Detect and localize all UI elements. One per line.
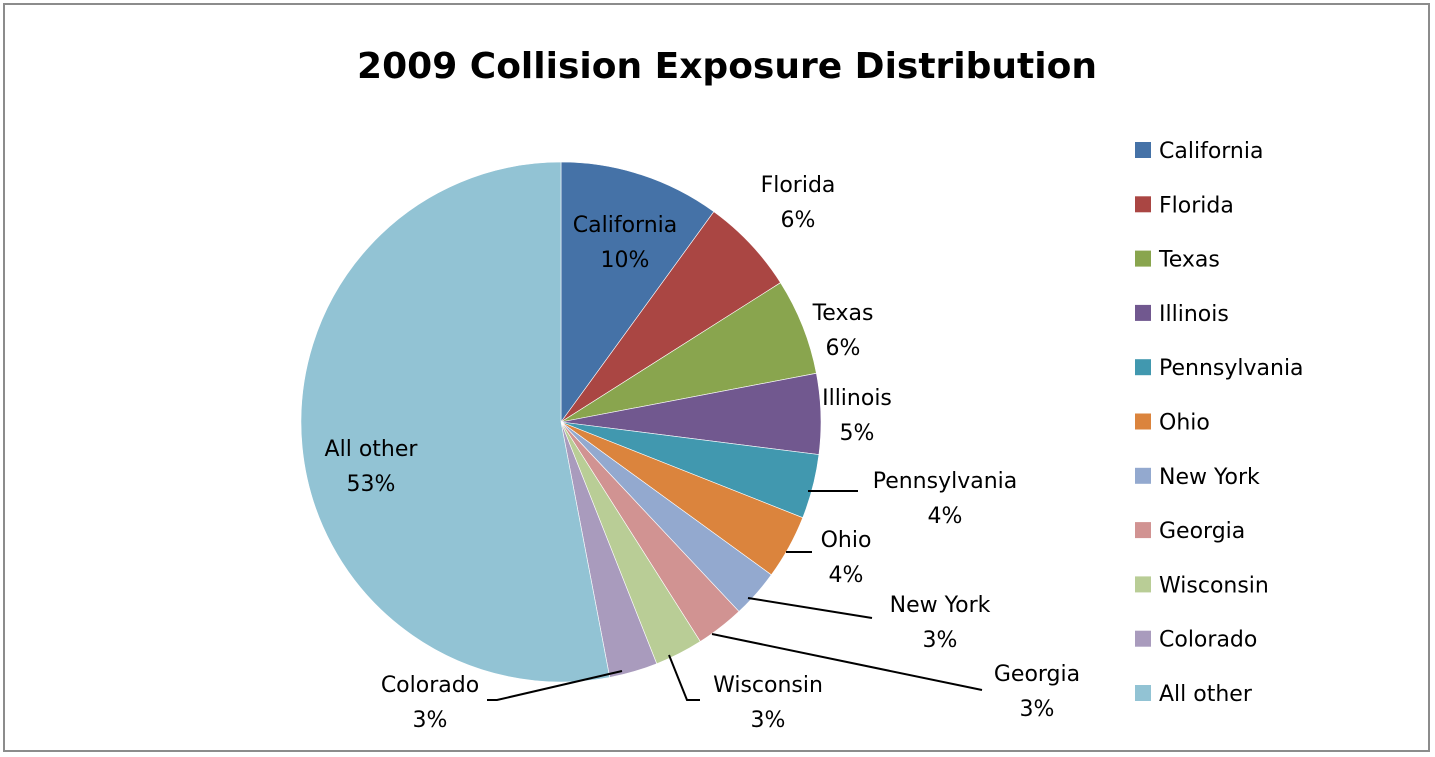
legend-label-georgia: Georgia	[1159, 519, 1245, 544]
leader-line-wisconsin	[668, 654, 700, 701]
legend-label-wisconsin: Wisconsin	[1159, 573, 1269, 598]
legend-label-all-other: All other	[1159, 682, 1253, 707]
label-leader-lines	[487, 490, 983, 701]
pie-slices	[300, 161, 822, 683]
legend-label-ohio: Ohio	[1159, 411, 1210, 436]
legend-label-colorado: Colorado	[1159, 628, 1257, 653]
legend-swatch-colorado	[1135, 630, 1151, 647]
legend-label-california: California	[1159, 139, 1263, 164]
legend-swatch-pennsylvania	[1135, 359, 1151, 376]
data-label-wisconsin: Wisconsin 3%	[713, 673, 823, 733]
legend-label-texas: Texas	[1158, 248, 1220, 273]
legend-swatch-texas	[1135, 250, 1151, 267]
data-label-new-york: New York 3%	[890, 593, 991, 653]
data-label-ohio: Ohio 4%	[821, 528, 872, 588]
legend-swatch-florida	[1135, 196, 1151, 213]
leader-line-colorado	[487, 670, 623, 701]
legend-swatch-new-york	[1135, 467, 1151, 484]
pie-slice-california	[560, 161, 715, 423]
legend-label-illinois: Illinois	[1159, 302, 1229, 327]
legend: California Florida Texas Illinois Pennsylvan…	[1135, 139, 1304, 707]
data-label-texas: Texas 6%	[812, 301, 874, 361]
legend-swatch-all-other	[1135, 685, 1151, 701]
leader-line-new-york	[747, 597, 873, 619]
legend-swatch-georgia	[1135, 522, 1151, 539]
chart-title: 2009 Collision Exposure Distribution	[357, 46, 1097, 87]
legend-label-florida: Florida	[1159, 193, 1234, 218]
data-label-florida: Florida 6%	[761, 173, 836, 233]
legend-swatch-ohio	[1135, 413, 1151, 430]
legend-swatch-wisconsin	[1135, 576, 1151, 593]
data-label-colorado: Colorado 3%	[381, 673, 479, 733]
pie-slice-all-other	[300, 161, 611, 683]
legend-label-new-york: New York	[1159, 465, 1260, 490]
leader-line-georgia	[711, 633, 983, 691]
data-labels: California 10% Florida 6% Texas 6% Illinois 5% P…	[325, 173, 1081, 733]
legend-label-pennsylvania: Pennsylvania	[1159, 356, 1304, 381]
data-label-pennsylvania: Pennsylvania 4%	[873, 469, 1018, 529]
data-label-georgia: Georgia 3%	[994, 662, 1080, 722]
data-label-california: California 10%	[573, 213, 677, 273]
legend-swatch-illinois	[1135, 304, 1151, 321]
legend-swatch-california	[1135, 142, 1151, 158]
data-label-all-other: All other 53%	[325, 437, 419, 497]
data-label-illinois: Illinois 5%	[822, 386, 892, 446]
